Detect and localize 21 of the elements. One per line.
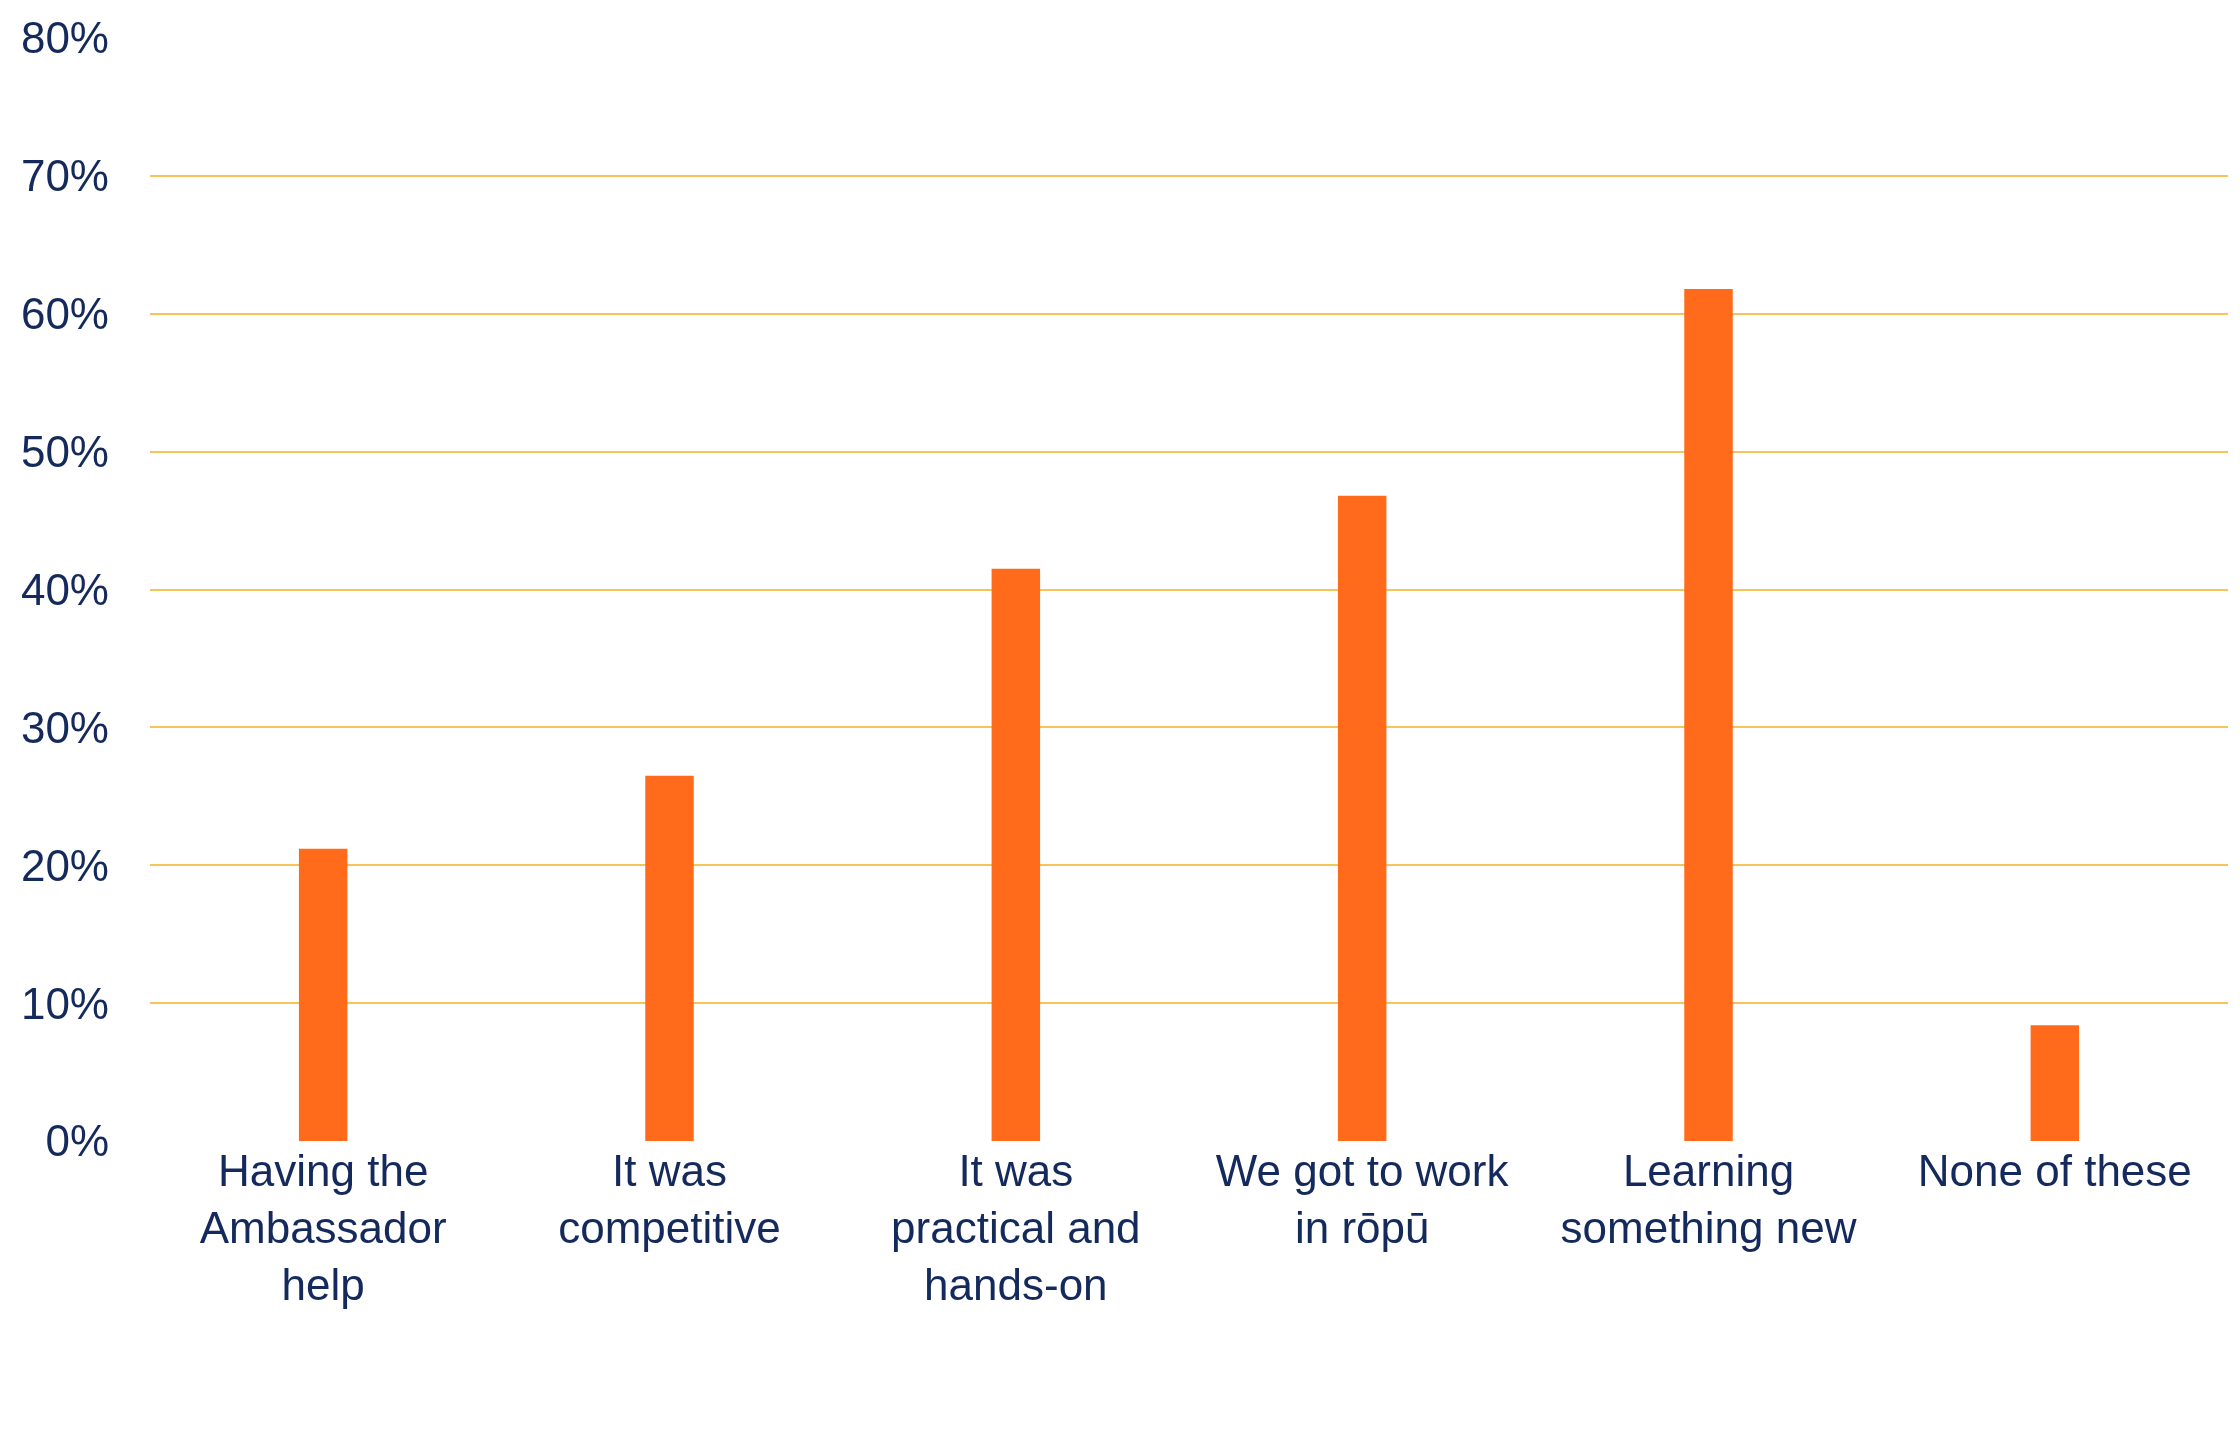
y-tick-label: 80%	[20, 13, 109, 63]
bar	[1684, 288, 1733, 1141]
x-tick-label: We got to work in rōpū	[1215, 1146, 1510, 1253]
y-tick-label: 70%	[20, 151, 109, 201]
bar	[1337, 495, 1387, 1141]
y-tick-label: 30%	[20, 702, 109, 752]
bar	[645, 775, 694, 1141]
y-tick-label: 20%	[20, 840, 109, 890]
bar	[991, 568, 1041, 1141]
x-tick-label: None of these	[1917, 1146, 2192, 1195]
y-tick-label: 60%	[20, 289, 109, 339]
bar	[2030, 1025, 2080, 1141]
x-tick-label: Having the Ambassador help	[199, 1146, 447, 1310]
x-tick-label: It was practical and hands-on	[891, 1146, 1141, 1310]
x-tick-label: Learning something new	[1560, 1146, 1857, 1253]
y-tick-label: 0%	[45, 1116, 109, 1166]
y-tick-label: 40%	[20, 564, 109, 614]
y-tick-label: 10%	[20, 978, 109, 1028]
x-tick-label: It was competitive	[558, 1146, 781, 1253]
bar	[298, 848, 348, 1141]
y-tick-label: 50%	[20, 427, 109, 477]
